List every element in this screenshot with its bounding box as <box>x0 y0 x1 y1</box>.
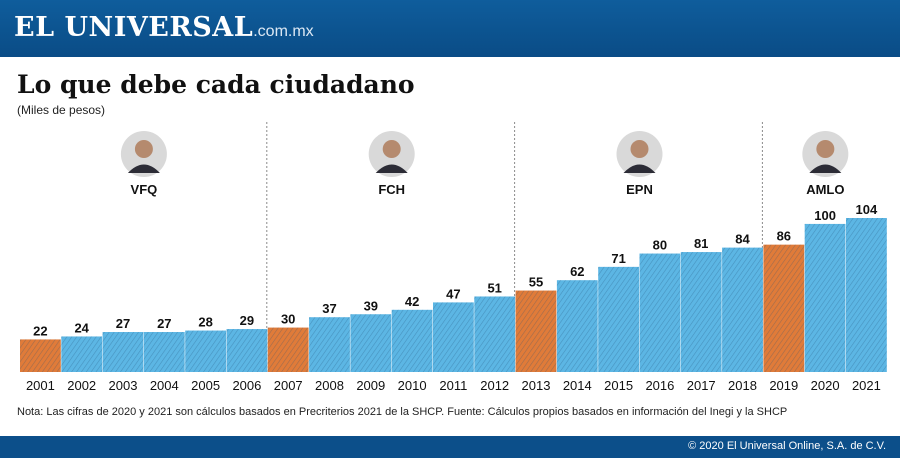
year-label-2010: 2010 <box>398 378 427 393</box>
bar-2010 <box>391 309 433 372</box>
year-label-2016: 2016 <box>645 378 674 393</box>
bar-2017 <box>680 252 722 372</box>
value-label-2001: 22 <box>33 323 47 338</box>
bar-2005 <box>185 330 226 372</box>
year-label-2005: 2005 <box>191 378 220 393</box>
bar-2003 <box>102 332 144 372</box>
year-label-2006: 2006 <box>232 378 261 393</box>
bar-2002 <box>61 336 103 372</box>
admin-label-fch: FCH <box>378 182 405 197</box>
value-label-2021: 104 <box>856 202 878 217</box>
year-label-2013: 2013 <box>522 378 551 393</box>
value-label-2018: 84 <box>735 232 750 247</box>
brand-logo[interactable]: EL UNIVERSAL.com.mx <box>14 12 314 43</box>
bar-2001 <box>20 339 61 372</box>
value-label-2006: 29 <box>240 313 254 328</box>
year-label-2008: 2008 <box>315 378 344 393</box>
year-label-2021: 2021 <box>852 378 881 393</box>
bar-2019 <box>763 244 805 372</box>
year-label-2002: 2002 <box>67 378 96 393</box>
bar-2013 <box>515 290 557 372</box>
year-label-2004: 2004 <box>150 378 179 393</box>
bar-2015 <box>598 266 639 372</box>
brand-name: EL UNIVERSAL <box>14 12 254 43</box>
value-label-2002: 24 <box>74 320 89 335</box>
value-label-2016: 80 <box>653 238 667 253</box>
value-label-2008: 37 <box>322 301 336 316</box>
bar-2020 <box>804 223 846 372</box>
bar-2016 <box>639 253 681 372</box>
value-label-2015: 71 <box>611 251 625 266</box>
year-label-2015: 2015 <box>604 378 633 393</box>
portrait-epn: EPN <box>616 131 663 197</box>
value-label-2019: 86 <box>777 229 791 244</box>
bar-2021 <box>846 218 887 372</box>
value-label-2013: 55 <box>529 275 543 290</box>
value-label-2005: 28 <box>198 315 212 330</box>
value-label-2004: 27 <box>157 316 171 331</box>
year-label-2012: 2012 <box>480 378 509 393</box>
chart-note: Nota: Las cifras de 2020 y 2021 son cálc… <box>17 406 788 418</box>
bar-2008 <box>309 317 350 372</box>
admin-label-vfq: VFQ <box>131 182 158 197</box>
copyright: © 2020 El Universal Online, S.A. de C.V. <box>688 440 886 452</box>
portrait-amlo: AMLO <box>802 131 849 197</box>
admin-label-epn: EPN <box>626 182 653 197</box>
bar-2006 <box>226 329 268 372</box>
value-label-2014: 62 <box>570 264 584 279</box>
chart-title: Lo que debe cada ciudadano <box>17 70 415 99</box>
footer: © 2020 El Universal Online, S.A. de C.V. <box>0 436 900 458</box>
bar-2014 <box>556 280 598 372</box>
year-label-2009: 2009 <box>356 378 385 393</box>
value-label-2020: 100 <box>814 208 836 223</box>
bar-2018 <box>722 247 763 372</box>
year-label-2020: 2020 <box>811 378 840 393</box>
year-label-2007: 2007 <box>274 378 303 393</box>
value-label-2017: 81 <box>694 236 708 251</box>
value-label-2012: 51 <box>487 280 501 295</box>
value-label-2007: 30 <box>281 312 295 327</box>
masthead: EL UNIVERSAL.com.mx <box>0 0 900 57</box>
year-label-2017: 2017 <box>687 378 716 393</box>
admin-label-amlo: AMLO <box>806 182 844 197</box>
brand-domain: .com.mx <box>253 23 314 40</box>
value-label-2011: 47 <box>446 286 460 301</box>
year-label-2014: 2014 <box>563 378 592 393</box>
portrait-fch: FCH <box>368 131 415 197</box>
debt-per-citizen-chart: VFQ FCH EPN AMLO 22 24 27 27 28 29 30 37 39 42 47 51 55… <box>20 122 887 393</box>
value-label-2009: 39 <box>364 298 378 313</box>
year-label-2019: 2019 <box>769 378 798 393</box>
bar-2009 <box>350 314 392 372</box>
value-label-2010: 42 <box>405 294 419 309</box>
bar-2004 <box>143 332 185 372</box>
value-label-2003: 27 <box>116 316 130 331</box>
bar-2011 <box>433 302 474 372</box>
chart-units: (Miles de pesos) <box>17 103 106 117</box>
portrait-vfq: VFQ <box>120 131 167 197</box>
year-label-2011: 2011 <box>439 378 467 393</box>
year-label-2018: 2018 <box>728 378 757 393</box>
bar-2012 <box>474 296 516 372</box>
year-label-2001: 2001 <box>26 378 55 393</box>
year-label-2003: 2003 <box>109 378 138 393</box>
bar-2007 <box>267 327 309 372</box>
